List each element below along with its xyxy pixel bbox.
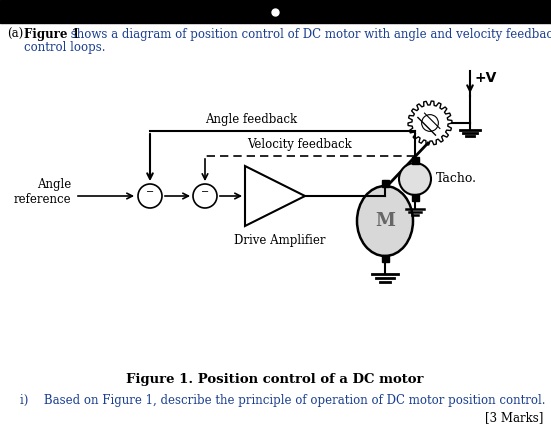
Circle shape — [399, 163, 431, 195]
Bar — [412, 157, 419, 164]
Bar — [0, 0, 551, 23]
Bar — [412, 194, 419, 201]
Text: Tacho.: Tacho. — [436, 172, 477, 186]
Text: +V: +V — [474, 71, 496, 85]
Text: Angle
reference: Angle reference — [13, 178, 71, 206]
Text: −: − — [146, 187, 154, 197]
Text: Figure 1: Figure 1 — [24, 28, 80, 41]
Text: Angle feedback: Angle feedback — [204, 113, 297, 126]
Text: −: − — [201, 187, 209, 197]
Text: control loops.: control loops. — [24, 41, 105, 54]
Ellipse shape — [357, 186, 413, 256]
Text: shows a diagram of position control of DC motor with angle and velocity feedback: shows a diagram of position control of D… — [67, 28, 551, 41]
Text: Velocity feedback: Velocity feedback — [247, 138, 352, 151]
Bar — [381, 180, 388, 187]
Text: i)  Based on Figure 1, describe the principle of operation of DC motor position : i) Based on Figure 1, describe the princ… — [20, 394, 545, 407]
Bar — [381, 255, 388, 262]
Text: (a): (a) — [7, 28, 23, 41]
Text: [3 Marks]: [3 Marks] — [485, 411, 543, 424]
Text: M: M — [375, 212, 395, 230]
Text: Figure 1. Position control of a DC motor: Figure 1. Position control of a DC motor — [126, 373, 424, 386]
Text: Drive Amplifier: Drive Amplifier — [234, 234, 326, 247]
